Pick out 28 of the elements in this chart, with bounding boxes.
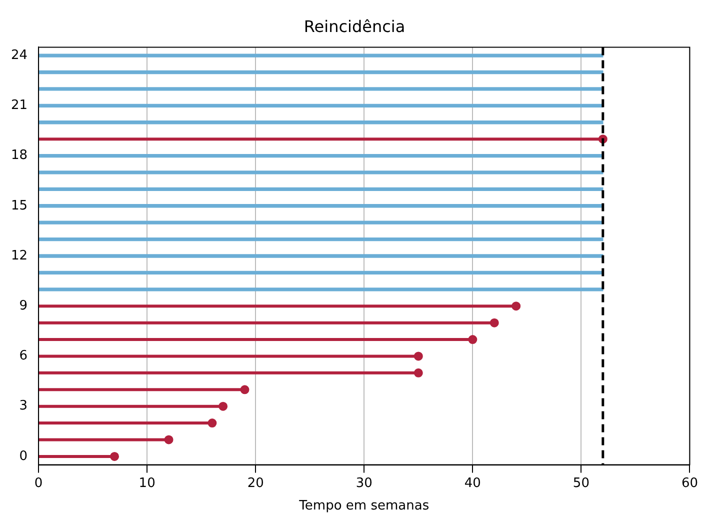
point — [164, 435, 174, 444]
y-tick-label: 3 — [19, 398, 28, 414]
x-tick-label: 40 — [464, 476, 481, 491]
point — [512, 302, 521, 311]
point — [240, 385, 250, 394]
x-tick-label: 60 — [681, 476, 698, 491]
x-tick-label: 0 — [34, 476, 43, 491]
y-tick-label: 9 — [19, 298, 28, 314]
point — [208, 418, 217, 428]
x-tick-label: 50 — [572, 476, 590, 491]
y-tick-label: 12 — [10, 248, 28, 264]
x-tick-label: 30 — [356, 476, 372, 491]
y-tick-label: 15 — [10, 198, 28, 214]
y-tick-label: 24 — [10, 48, 28, 63]
x-axis-title: Tempo em semanas — [298, 498, 430, 514]
point — [468, 335, 478, 344]
y-tick-label: 21 — [10, 98, 28, 114]
y-tick-label: 18 — [10, 148, 28, 164]
point — [110, 452, 120, 461]
y-tick-label: 0 — [19, 448, 28, 464]
chart-title: Reincidência — [304, 16, 406, 36]
point — [490, 318, 499, 328]
x-tick-label: 10 — [138, 476, 156, 491]
x-tick-label: 20 — [247, 476, 264, 491]
point — [218, 402, 228, 411]
point — [414, 368, 423, 378]
point — [414, 352, 423, 361]
y-tick-label: 6 — [19, 348, 28, 364]
